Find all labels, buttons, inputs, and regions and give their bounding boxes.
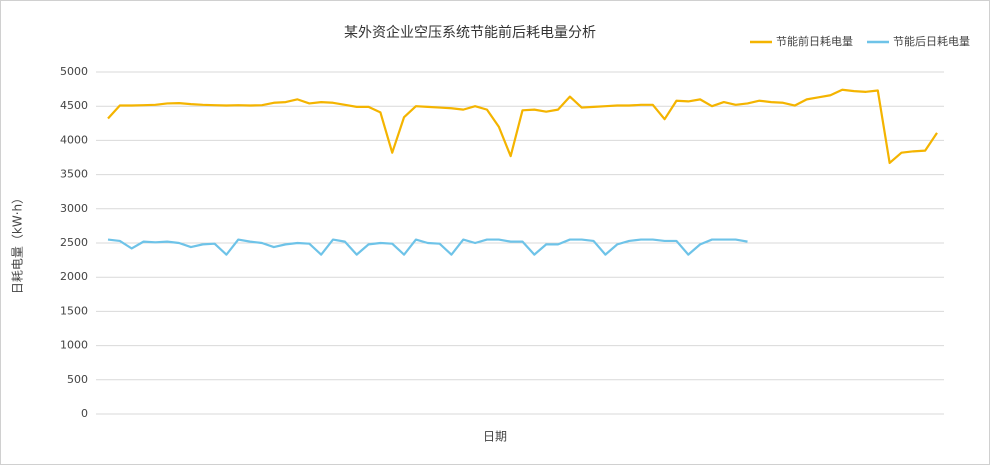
y-tick-label: 4500: [60, 99, 88, 112]
series-line: [107, 238, 748, 256]
legend-label: 节能前日耗电量: [776, 34, 853, 48]
y-tick-label: 500: [67, 373, 88, 386]
y-tick-label: 4000: [60, 133, 88, 146]
y-tick-label: 0: [81, 407, 88, 420]
y-tick-label: 3000: [60, 202, 88, 215]
y-tick-label: 1000: [60, 339, 88, 352]
y-tick-label: 1500: [60, 304, 88, 317]
chart-title: 某外资企业空压系统节能前后耗电量分析: [344, 24, 596, 41]
y-tick-label: 2000: [60, 270, 88, 283]
y-axis-label: 日耗电量（kW·h）: [11, 192, 25, 294]
y-tick-label: 2500: [60, 236, 88, 249]
y-tick-label: 5000: [60, 65, 88, 78]
y-tick-label: 3500: [60, 168, 88, 181]
x-axis-label: 日期: [483, 430, 507, 444]
series-line: [107, 88, 938, 165]
legend-label: 节能后日耗电量: [893, 34, 970, 48]
